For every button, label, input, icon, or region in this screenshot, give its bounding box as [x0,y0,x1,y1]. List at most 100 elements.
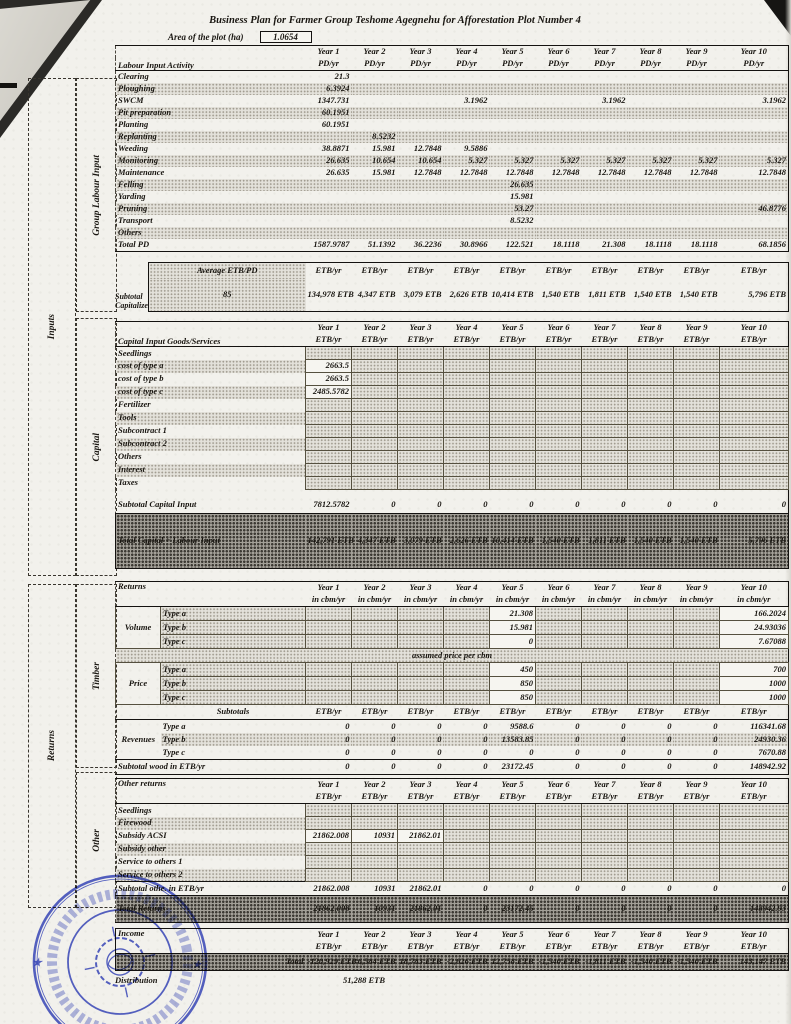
capital-value [535,411,582,425]
capital-value [581,346,628,360]
revenue-value: 0 [713,746,718,757]
capital-value [305,450,352,464]
other-return-value [627,803,674,817]
revenue-value: 0 [621,746,626,757]
capital-value [489,398,536,412]
other-return-value [305,855,352,869]
labour-input-table: Labour Input Activity Year 1 Year 2 Year 3 Y… [115,45,789,252]
other-return-value [673,816,720,830]
year-header: Year 1 [317,46,340,57]
capital-value [535,424,582,438]
revenue-value: 0 [627,733,674,746]
pd-value: 5.327 [627,155,674,167]
capital-value: 2485.5782 [305,385,352,399]
pd-value [536,119,582,131]
pd-value [581,179,628,191]
capital-value [673,424,720,438]
pd-value [490,95,536,107]
side-box-capital: Capital [76,318,117,576]
year-header: Year 2 [363,929,386,940]
income-total-value: 18,783 ETB [397,953,444,971]
capital-item-label: cost of type a [115,359,306,373]
type-label: Type c [162,746,186,757]
total-capital-labour-value: 1,540 ETB [535,513,582,569]
corner-label: Labour Input Activity [115,45,306,71]
pd-value [582,191,628,203]
document-title: Business Plan for Farmer Group Teshome A… [209,15,581,26]
side-label-other: Other [91,828,102,852]
pd-value [397,179,444,191]
pd-value [398,191,444,203]
pd-value [674,215,720,227]
subtotal-other-value: 0 [581,881,628,896]
activity-label: Transport [118,215,153,226]
pd-value: 26.635 [489,179,536,191]
subtotal-capitalized-value: 1,811 ETB [588,289,626,300]
volume-group-label: Volume [115,606,161,649]
pd-value: 6.3924 [305,83,352,95]
pd-value [305,227,352,239]
capital-item-label: cost of type c [115,385,306,399]
stamp-inner-ring [67,909,173,1015]
pd-value: 38.8871 [321,143,350,154]
pd-value: 3.1962 [464,95,488,106]
capital-value [719,463,789,477]
side-label-group-labour: Group Labour Input [91,154,102,236]
total-returns-value: 10931 [351,895,398,923]
other-return-value [535,855,582,869]
capital-value [351,463,398,477]
capital-value [719,437,789,451]
subtotal-capital-value: 0 [391,499,396,510]
capital-value [397,346,444,360]
capital-value [627,476,674,490]
pd-value: 10.654 [351,155,398,167]
capital-value [489,463,536,477]
capital-input-table: Capital Input Goods/Services Year 1 Year 2… [115,321,789,521]
activity-label: Ploughing [115,83,306,95]
unit-header: ETB/yr [627,334,674,347]
corner-label: Income [115,928,306,954]
pd-value [535,227,582,239]
other-return-label: Service to others 2 [115,868,306,882]
capital-value [305,346,352,360]
pd-value [535,203,582,215]
price-value [443,690,490,705]
plot-area-row: Area of the plot (ha) 1.0654 [168,31,312,43]
total-pd-value: 36.2236 [413,239,442,250]
capital-value [351,424,398,438]
subtotal-capital-value: 0 [437,499,442,510]
price-value [581,662,628,677]
capital-value [489,385,536,399]
pd-value [627,179,674,191]
volume-value [673,620,720,635]
pd-value [674,95,720,107]
total-pd-label: Total PD [118,239,150,250]
unit-header: ETB/yr [305,941,352,954]
pd-value [536,143,582,155]
pd-value [719,83,789,95]
revenue-value: 0 [483,746,488,757]
price-value [397,690,444,705]
income-total-value: 6,584 ETB [351,953,398,971]
type-label: Type a [162,720,186,731]
other-return-value [719,855,789,869]
other-return-value [535,803,582,817]
capital-value [535,476,582,490]
pd-value [398,71,444,84]
year-header: Year 1 [317,322,340,333]
pd-value [628,143,674,155]
pd-value: 9.5886 [464,143,488,154]
total-capital-labour-value: 5,796 ETB [719,513,789,569]
pd-value [397,227,444,239]
capital-item-label: cost of type b [118,373,164,384]
capital-value [489,450,536,464]
capital-value [581,359,628,373]
pd-value: 12.7848 [413,143,442,154]
subtotal-capitalized-value: 134,978 ETB [307,289,354,300]
unit-header: PD/yr [673,58,720,71]
capital-value [719,398,789,412]
pd-value: 5.327 [673,155,720,167]
capital-value [397,437,444,451]
volume-value [443,634,490,649]
capital-value [535,359,582,373]
